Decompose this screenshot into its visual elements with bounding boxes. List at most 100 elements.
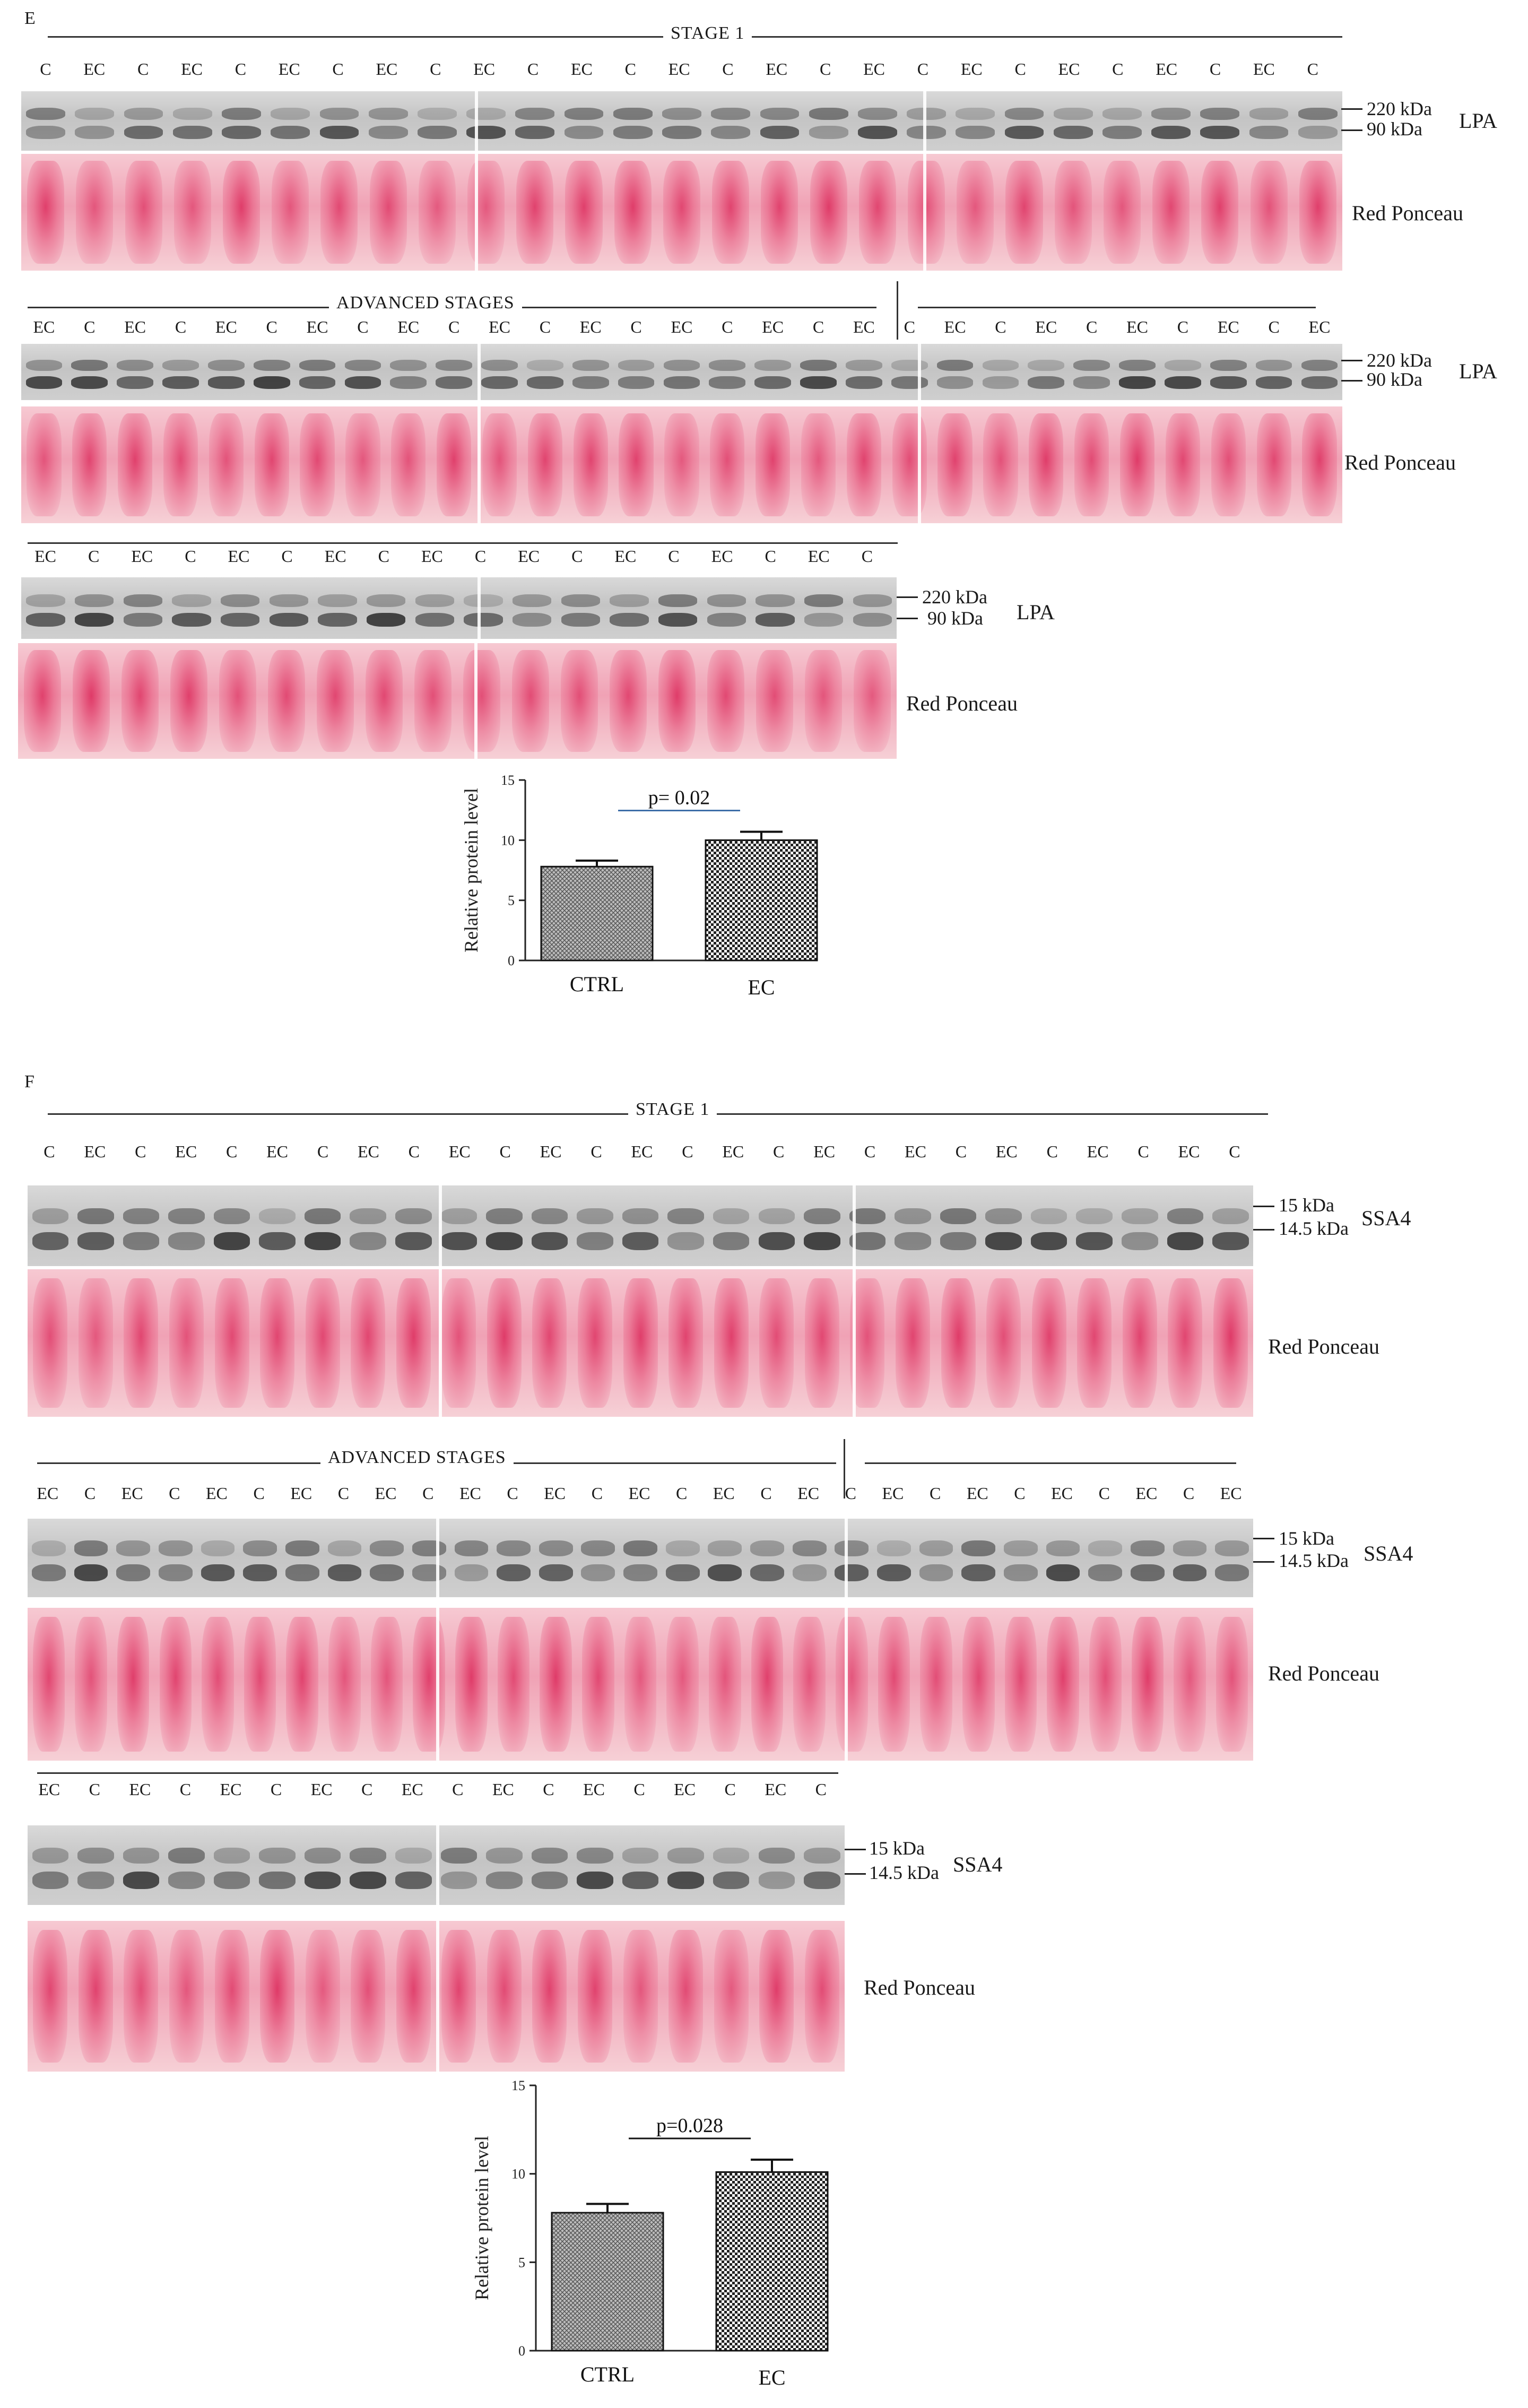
ponceau-lane bbox=[391, 1921, 437, 2072]
ponceau-blot-row2 bbox=[28, 1608, 1253, 1761]
ponceau-label: Red Ponceau bbox=[1344, 451, 1456, 474]
ponceau-smear bbox=[369, 161, 407, 264]
ponceau-label: Red Ponceau bbox=[1268, 1661, 1379, 1685]
blot-lane bbox=[324, 1519, 366, 1597]
category-label: EC bbox=[748, 975, 775, 999]
upper-band bbox=[1249, 108, 1289, 120]
lower-band bbox=[412, 1564, 446, 1582]
lower-band bbox=[304, 1872, 341, 1889]
blot-lane bbox=[932, 344, 978, 400]
ponceau-smear bbox=[878, 1617, 910, 1752]
lower-band bbox=[758, 1232, 795, 1250]
ponceau-smear bbox=[793, 1617, 826, 1752]
lower-band bbox=[1298, 125, 1338, 139]
upper-band bbox=[857, 108, 897, 120]
lower-band bbox=[71, 376, 108, 389]
lower-band bbox=[1046, 1564, 1080, 1582]
ponceau-lane bbox=[73, 1921, 119, 2072]
upper-band bbox=[172, 594, 211, 607]
ponceau-lane bbox=[18, 643, 67, 759]
membrane-seam bbox=[478, 406, 481, 523]
upper-band bbox=[512, 594, 552, 607]
ponceau-smear bbox=[756, 413, 791, 516]
ssa4-blot-row2 bbox=[28, 1519, 1253, 1597]
membrane-seam bbox=[475, 91, 478, 151]
ponceau-smear bbox=[614, 161, 652, 264]
ponceau-lane bbox=[213, 643, 262, 759]
lane-label: C bbox=[84, 317, 96, 336]
ponceau-smear bbox=[455, 1617, 488, 1752]
blot-lane bbox=[510, 91, 559, 151]
ponceau-smear bbox=[169, 1930, 204, 2063]
lower-band bbox=[415, 613, 454, 627]
ponceau-smear bbox=[437, 413, 472, 516]
lane-label: EC bbox=[1087, 1142, 1109, 1161]
ponceau-lane bbox=[704, 1608, 746, 1761]
lane-labels-row2: EC C EC C EC C EC C EC C EC C EC C EC C EC C EC C EC C EC C EC C E… bbox=[21, 317, 1342, 343]
ponceau-lane bbox=[951, 154, 1000, 271]
membrane-seam bbox=[478, 577, 481, 639]
y-tick-label: 5 bbox=[508, 893, 515, 908]
ponceau-lane bbox=[754, 1921, 800, 2072]
ponceau-smear bbox=[173, 161, 211, 264]
panel-f: F STAGE 1 C EC C EC C EC C EC C EC C EC C EC C EC C EC C EC… bbox=[0, 1061, 1528, 2408]
y-tick-label: 0 bbox=[518, 2343, 525, 2359]
ponceau-smear bbox=[76, 161, 114, 264]
lower-band bbox=[623, 1564, 657, 1582]
ponceau-lane bbox=[300, 1921, 345, 2072]
lane-label: EC bbox=[473, 59, 496, 79]
ponceau-smear bbox=[32, 1617, 65, 1752]
lower-band bbox=[117, 376, 153, 389]
ponceau-lane bbox=[345, 1269, 391, 1417]
blot-lane bbox=[1297, 344, 1342, 400]
lower-band bbox=[77, 1872, 114, 1889]
lower-band bbox=[75, 125, 115, 139]
protein-label: SSA4 bbox=[953, 1852, 1003, 1876]
ponceau-smear bbox=[668, 1930, 704, 2063]
blot-lane bbox=[1117, 1185, 1163, 1266]
ponceau-lane bbox=[572, 1921, 618, 2072]
ponceau-smear bbox=[222, 161, 261, 264]
lane-labels-row1: C EC C EC C EC C EC C EC C EC C EC C EC C EC C EC C EC C EC C EC C bbox=[21, 59, 1337, 85]
lane-label: EC bbox=[397, 317, 420, 336]
lane-label: EC bbox=[1035, 317, 1057, 336]
ponceau-lane bbox=[1098, 154, 1147, 271]
ponceau-lane bbox=[577, 1608, 620, 1761]
membrane-seam bbox=[439, 1185, 442, 1266]
lane-label: C bbox=[281, 547, 293, 566]
upper-band bbox=[77, 1848, 114, 1864]
blot-lane bbox=[70, 91, 119, 151]
blot-lane bbox=[1026, 1185, 1072, 1266]
mw-label-high: 15 kDa bbox=[1279, 1528, 1334, 1549]
ponceau-smear bbox=[118, 413, 153, 516]
lane-label: EC bbox=[808, 547, 830, 566]
lane-label: C bbox=[499, 1142, 511, 1161]
ponceau-smear bbox=[272, 161, 309, 264]
lower-band bbox=[327, 1564, 362, 1582]
ponceau-smear bbox=[170, 650, 207, 752]
upper-band bbox=[25, 359, 63, 371]
ponceau-smear bbox=[268, 650, 305, 752]
y-axis-label: Relative protein level bbox=[461, 788, 482, 952]
ponceau-lane bbox=[705, 406, 750, 523]
ponceau-lane bbox=[300, 1269, 345, 1417]
lower-band bbox=[417, 125, 457, 139]
blot-lane bbox=[167, 577, 216, 639]
protein-label: LPA bbox=[1459, 359, 1497, 383]
ponceau-smear bbox=[467, 161, 505, 264]
blot-lane bbox=[830, 1519, 873, 1597]
ponceau-lane bbox=[281, 1608, 324, 1761]
ponceau-smear bbox=[892, 413, 927, 516]
lane-label: EC bbox=[278, 59, 300, 79]
blot-lane bbox=[618, 1825, 663, 1905]
lane-label: EC bbox=[175, 1142, 197, 1161]
membrane-seam bbox=[923, 154, 926, 271]
lane-label: EC bbox=[206, 1484, 228, 1503]
blot-lane bbox=[477, 344, 523, 400]
ponceau-lane bbox=[209, 1921, 255, 2072]
ponceau-smear bbox=[578, 1278, 613, 1408]
ponceau-smear bbox=[850, 1278, 885, 1408]
lane-label: C bbox=[845, 1484, 856, 1503]
lower-band bbox=[891, 376, 928, 389]
upper-band bbox=[74, 1540, 108, 1557]
